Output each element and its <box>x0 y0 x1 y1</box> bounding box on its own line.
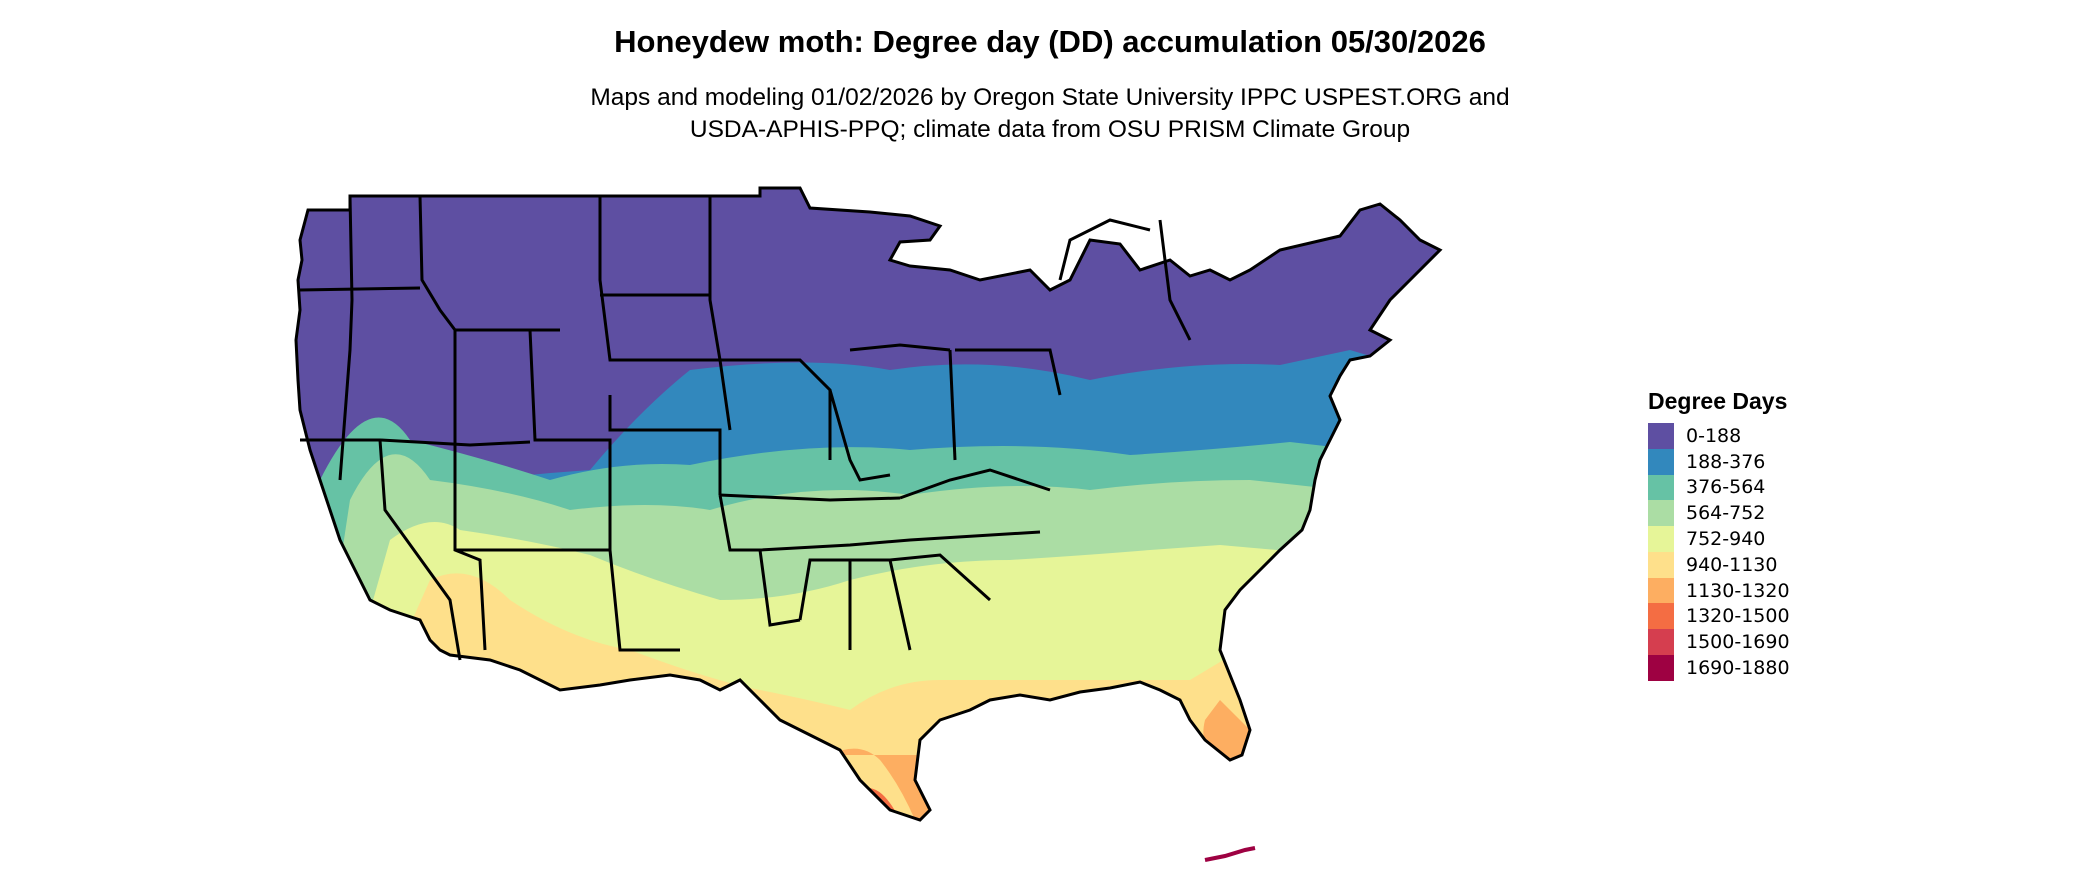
legend-label: 940-1130 <box>1686 554 1777 576</box>
legend-item: 564-752 <box>1648 500 1790 526</box>
legend-item: 752-940 <box>1648 526 1790 552</box>
legend-swatch <box>1648 526 1674 552</box>
legend-item: 1320-1500 <box>1648 604 1790 630</box>
band-1130-1320 <box>290 700 1620 895</box>
legend-item: 1690-1880 <box>1648 655 1790 681</box>
band-1500-1690 <box>1225 795 1248 830</box>
legend-label: 1500-1690 <box>1686 631 1790 653</box>
map-title: Honeydew moth: Degree day (DD) accumulat… <box>0 24 2100 60</box>
legend-swatch <box>1648 500 1674 526</box>
map-subtitle-line1: Maps and modeling 01/02/2026 by Oregon S… <box>0 84 2100 112</box>
legend-label: 564-752 <box>1686 502 1765 524</box>
legend-item: 188-376 <box>1648 449 1790 475</box>
legend-title: Degree Days <box>1648 388 1790 415</box>
legend-label: 0-188 <box>1686 425 1741 447</box>
legend-swatch <box>1648 655 1674 681</box>
legend-label: 1690-1880 <box>1686 657 1790 679</box>
legend-item: 1500-1690 <box>1648 629 1790 655</box>
legend-swatch <box>1648 449 1674 475</box>
legend-swatch <box>1648 475 1674 501</box>
legend-swatch <box>1648 423 1674 449</box>
legend-label: 188-376 <box>1686 451 1765 473</box>
legend-label: 1130-1320 <box>1686 580 1790 602</box>
legend-swatch <box>1648 552 1674 578</box>
border-wa-or <box>300 288 420 290</box>
us-degree-day-map <box>290 180 1620 895</box>
legend-swatch <box>1648 603 1674 629</box>
florida-keys <box>1205 848 1255 860</box>
map-subtitle-line2: USDA-APHIS-PPQ; climate data from OSU PR… <box>0 116 2100 144</box>
legend-item: 1130-1320 <box>1648 578 1790 604</box>
legend-swatch <box>1648 629 1674 655</box>
legend-label: 376-564 <box>1686 476 1765 498</box>
legend-label: 1320-1500 <box>1686 605 1790 627</box>
legend-swatch <box>1648 578 1674 604</box>
legend-item: 376-564 <box>1648 475 1790 501</box>
legend-label: 752-940 <box>1686 528 1765 550</box>
legend-item: 940-1130 <box>1648 552 1790 578</box>
legend: Degree Days 0-188 188-376 376-564 564-752 75… <box>1648 388 1790 681</box>
legend-item: 0-188 <box>1648 423 1790 449</box>
